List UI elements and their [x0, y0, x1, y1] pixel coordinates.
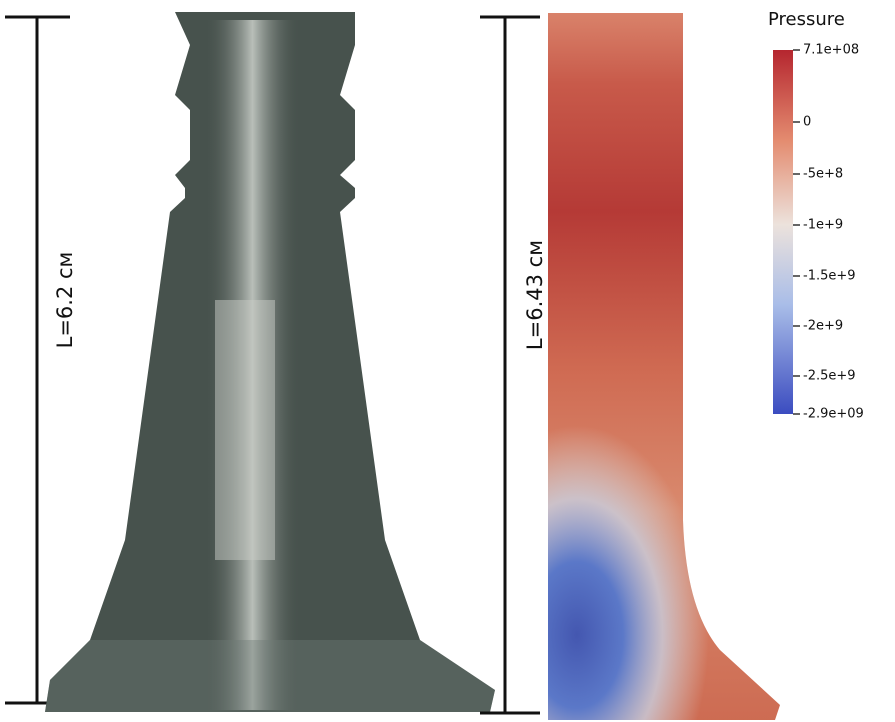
left-scale-bar [5, 15, 70, 705]
tick-label: 7.1e+08 [803, 43, 859, 58]
colorbar-title: Pressure [768, 9, 845, 30]
length-label: L=6.43 см [523, 240, 547, 350]
specimen-photo [45, 12, 495, 712]
tick-label: -2e+9 [803, 319, 843, 334]
tick-label: -2.9e+09 [803, 407, 864, 422]
colorbar [773, 50, 793, 414]
tick-label: -2.5e+9 [803, 369, 856, 384]
tick-label: -1e+9 [803, 218, 843, 233]
tick-label: -5e+8 [803, 167, 843, 182]
tick-label: -1.5e+9 [803, 269, 856, 284]
right-scale-bar [480, 15, 540, 715]
pressure-field [548, 13, 780, 720]
colorbar-ticks: 7.1e+08 0 -5e+8 -1e+9 -1.5e+9 -2e+9 -2.5e+9 -2.… [793, 43, 864, 422]
tick-label: 0 [803, 115, 811, 130]
length-label: L=6.2 см [53, 252, 77, 349]
